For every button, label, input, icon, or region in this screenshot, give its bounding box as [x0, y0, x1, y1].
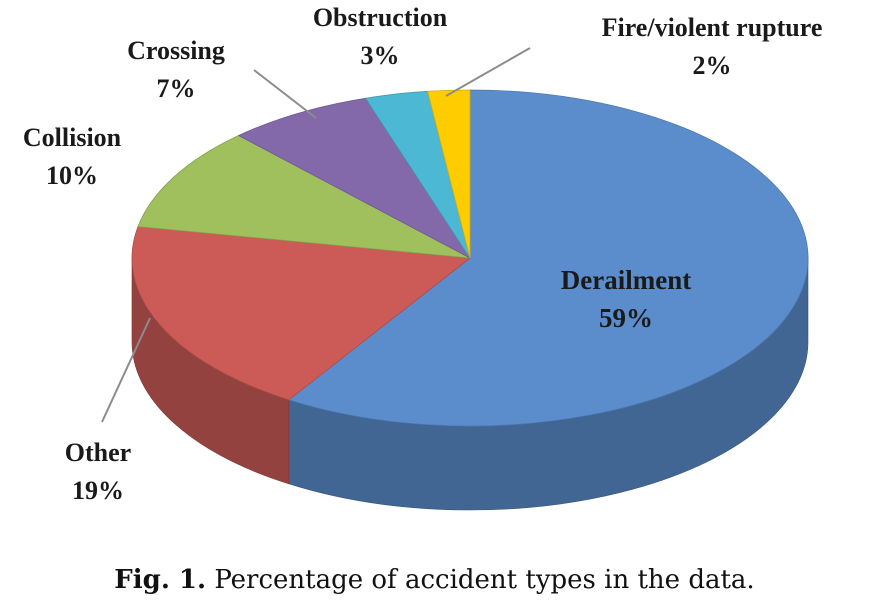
- leader-line-crossing: [253, 69, 317, 119]
- caption-fig-label: Fig. 1.: [114, 565, 207, 595]
- pie-slice-collision: [137, 135, 471, 259]
- slice-label-obstruction: Obstruction: [313, 3, 448, 32]
- slice-value-derailment: 59%: [599, 303, 653, 333]
- slice-labels: Derailment 59% Other 19% Collision 10% Crossin…: [23, 3, 822, 505]
- leader-line-other: [101, 317, 151, 423]
- pie-tops: [131, 89, 809, 427]
- figure-caption: Fig. 1. Percentage of accident types in …: [0, 560, 869, 612]
- slice-label-collision: Collision: [23, 123, 122, 152]
- leader-lines: [101, 47, 531, 423]
- pie-slice-other: [131, 226, 472, 401]
- slice-label-other: Other: [65, 438, 131, 467]
- slice-value-collision: 10%: [46, 161, 98, 190]
- caption-text: Percentage of accident types in the data…: [214, 565, 755, 595]
- slice-label-derailment: Derailment: [561, 265, 691, 295]
- slice-label-crossing: Crossing: [127, 36, 225, 65]
- slice-value-fire-violent-rupture: 2%: [693, 51, 732, 80]
- slice-label-fire-violent-rupture: Fire/violent rupture: [602, 13, 823, 42]
- pie-chart: Derailment 59% Other 19% Collision 10% Crossin…: [23, 3, 822, 511]
- leader-line-fire-violent-rupture: [445, 47, 531, 97]
- slice-value-other: 19%: [72, 476, 124, 505]
- pie-slice-crossing: [237, 97, 471, 259]
- slice-value-obstruction: 3%: [361, 41, 400, 70]
- slice-value-crossing: 7%: [157, 74, 196, 103]
- pie-slice-fire-violent-rupture: [427, 89, 471, 259]
- pie-slice-derailment: [288, 89, 809, 427]
